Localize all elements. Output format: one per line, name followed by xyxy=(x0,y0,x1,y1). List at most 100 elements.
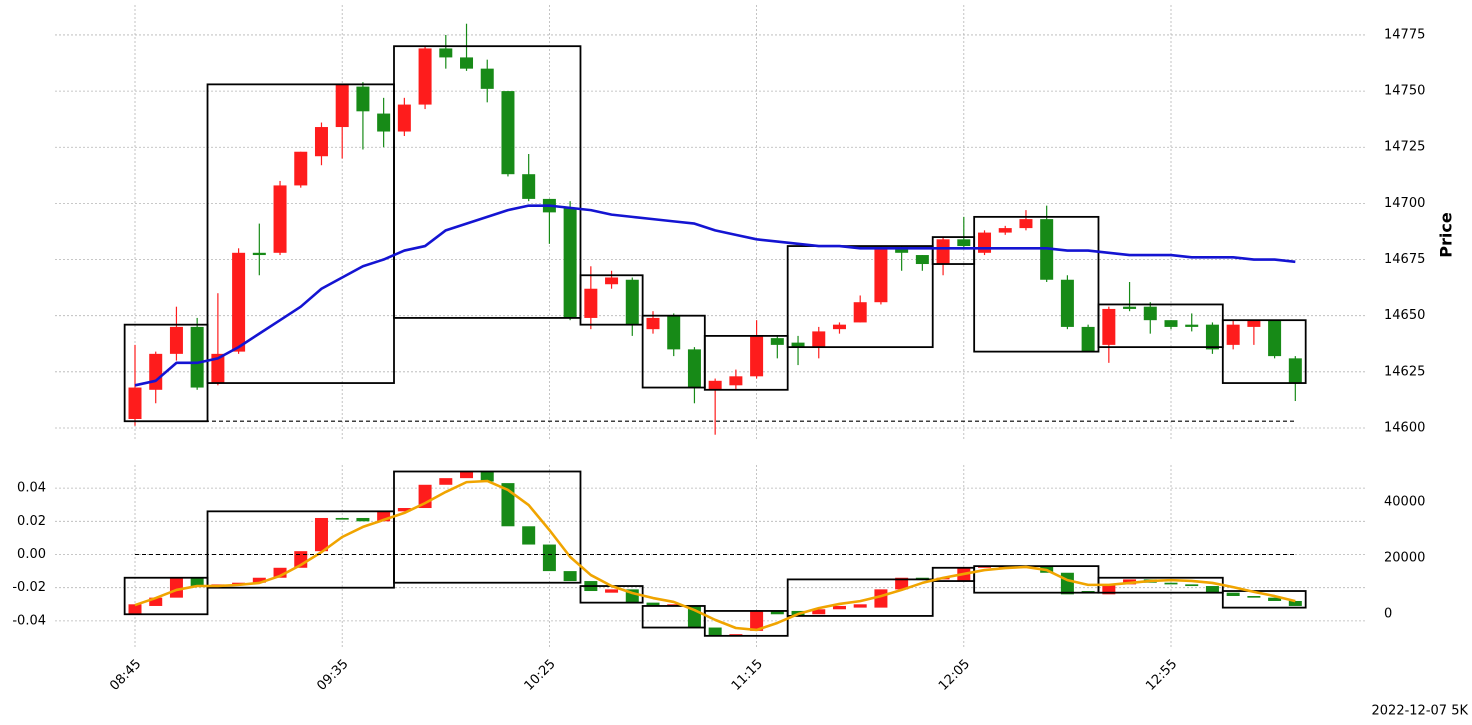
y-tick-label: 14700 xyxy=(1384,196,1425,211)
candle-body xyxy=(895,577,909,590)
candle-body xyxy=(397,508,411,512)
candle-body xyxy=(853,302,867,323)
candle-body xyxy=(936,239,950,265)
candle-body xyxy=(750,610,764,631)
candle-body xyxy=(605,277,619,285)
candle-body xyxy=(356,86,370,112)
candle-body xyxy=(169,577,183,598)
caption: 2022-12-07 5K xyxy=(1372,704,1469,719)
range-box xyxy=(393,45,582,319)
candle-body xyxy=(1247,320,1261,327)
candle-body xyxy=(377,113,391,132)
y-axis-label: Price xyxy=(1437,212,1456,258)
candle-body xyxy=(812,331,826,348)
indicator-line xyxy=(134,204,1296,387)
candle-body xyxy=(978,232,992,253)
candle-body xyxy=(625,279,639,325)
candle-body xyxy=(1288,600,1302,606)
y-tick-label: 14625 xyxy=(1384,364,1425,379)
candle-body xyxy=(190,326,204,388)
candle-body xyxy=(190,577,204,587)
x-tick-label: 09:35 xyxy=(314,657,351,694)
candle-body xyxy=(1185,324,1199,327)
candle-body xyxy=(832,605,846,610)
candle-body xyxy=(149,597,163,606)
candle-body xyxy=(1205,324,1219,350)
candle-body xyxy=(646,602,660,606)
range-box xyxy=(206,510,395,589)
y-tick-label: 14600 xyxy=(1384,420,1425,435)
candle-body xyxy=(1247,596,1261,598)
y-tick-label: 0.04 xyxy=(17,481,46,496)
y-tick-label: 0.00 xyxy=(17,547,46,562)
candle-body xyxy=(542,544,556,572)
candle-body xyxy=(1123,306,1137,309)
y-tick-label: 0.02 xyxy=(17,514,46,529)
candle-body xyxy=(460,57,474,69)
candle-body xyxy=(480,68,494,89)
range-box xyxy=(579,274,644,326)
y-tick-label: 14675 xyxy=(1384,252,1425,267)
y-tick-label: -0.02 xyxy=(12,580,46,595)
candle-body xyxy=(915,255,929,265)
candle-body xyxy=(232,252,246,352)
candle-body xyxy=(439,478,453,485)
y-tick-label: 14650 xyxy=(1384,308,1425,323)
candle-body xyxy=(1081,326,1095,352)
candle-body xyxy=(232,582,246,585)
candle-body xyxy=(314,127,328,157)
candle-body xyxy=(563,207,577,318)
candle-body xyxy=(356,517,370,522)
candle-body xyxy=(770,610,784,615)
range-box xyxy=(786,245,934,349)
candle-body xyxy=(397,104,411,132)
candle-body xyxy=(874,248,888,303)
candle-body xyxy=(1164,582,1178,585)
y-tick-label: 14775 xyxy=(1384,27,1425,42)
candle-body xyxy=(335,84,349,128)
candle-body xyxy=(1060,279,1074,327)
candle-body xyxy=(252,577,266,583)
y-tick-label: -0.04 xyxy=(12,613,46,628)
candle-body xyxy=(1205,586,1219,593)
candle-body xyxy=(335,517,349,520)
candle-body xyxy=(853,604,867,608)
candle-body xyxy=(294,151,308,186)
range-box xyxy=(393,470,582,584)
candle-body xyxy=(998,228,1012,233)
range-box xyxy=(123,576,209,616)
y-tick-label: 14725 xyxy=(1384,140,1425,155)
candle-body xyxy=(1226,324,1240,345)
candle-body xyxy=(1185,584,1199,587)
candle-body xyxy=(791,342,805,348)
x-tick-label: 08:45 xyxy=(107,657,144,694)
candle-body xyxy=(418,48,432,105)
candle-body xyxy=(812,609,826,615)
y-tick-label: 14750 xyxy=(1384,84,1425,99)
candle-body xyxy=(211,353,225,384)
candle-body xyxy=(687,349,701,388)
candle-body xyxy=(1102,584,1116,595)
candle-body xyxy=(729,376,743,386)
candle-body xyxy=(832,324,846,330)
candle-body xyxy=(522,174,536,199)
range-box xyxy=(1221,319,1307,384)
x-tick-label: 12:55 xyxy=(1143,657,1180,694)
candle-body xyxy=(1019,219,1033,229)
candle-body xyxy=(750,335,764,377)
candle-body xyxy=(128,387,142,419)
candle-body xyxy=(1143,306,1157,321)
candle-body xyxy=(273,185,287,253)
candle-body xyxy=(646,317,660,330)
candle-body xyxy=(128,604,142,615)
candle-body xyxy=(273,567,287,578)
candle-body xyxy=(501,91,515,175)
range-box xyxy=(973,215,1100,353)
candle-body xyxy=(1268,597,1282,601)
candle-body xyxy=(605,589,619,593)
x-tick-label: 11:15 xyxy=(729,657,766,694)
candle-body xyxy=(314,517,328,552)
x-tick-label: 12:05 xyxy=(936,657,973,694)
candle-body xyxy=(1164,320,1178,327)
candle-body xyxy=(1288,358,1302,384)
